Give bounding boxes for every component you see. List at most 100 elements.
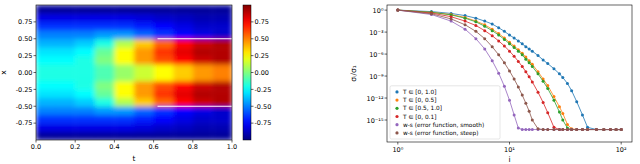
series-point (396, 9, 399, 12)
heatmap-cell (154, 132, 174, 140)
heatmap-cell (75, 13, 95, 22)
heatmap-cell (154, 98, 174, 107)
series-point (474, 20, 477, 23)
colorbar-tick (251, 106, 254, 107)
y-tick-label: -0.50 (16, 103, 33, 111)
heatmap-cell (36, 123, 56, 132)
heatmap-cell (36, 56, 56, 65)
overlay-line (158, 106, 232, 107)
heatmap-cell (114, 115, 134, 124)
heatmap-cell (95, 13, 115, 22)
heatmap-cell (95, 39, 115, 48)
series-point (602, 128, 605, 131)
x-axis-label: t (133, 154, 136, 163)
x-tick-label: 0.0 (31, 143, 41, 151)
heatmap-cell (114, 39, 134, 48)
colorbar-tick (251, 21, 254, 22)
heatmap-cell (56, 39, 76, 48)
heatmap-cell (75, 123, 95, 132)
colorbar-tick (251, 55, 254, 56)
heatmap-cell (212, 98, 232, 107)
heatmap-cell (56, 22, 76, 31)
heatmap-cell (193, 81, 213, 90)
heatmap-cell (36, 22, 56, 31)
heatmap-cell (36, 132, 56, 140)
series-point (508, 42, 511, 45)
heatmap-cell (75, 30, 95, 39)
heatmap-cell (212, 81, 232, 90)
y-tick (385, 120, 388, 121)
heatmap-cell (134, 98, 154, 107)
heatmap-cell (36, 5, 56, 14)
heatmap-cell (56, 30, 76, 39)
series-point (575, 100, 578, 103)
heatmap-cell (56, 64, 76, 73)
legend-label: w-s (error function, steep) (403, 130, 479, 137)
heatmap-cell (56, 123, 76, 132)
y-axis-label: σᵢ/σ₁ (349, 65, 358, 81)
series-point (586, 128, 589, 131)
series-point (620, 128, 623, 131)
series-point (542, 58, 545, 61)
colorbar-tick-label: 0.50 (255, 35, 269, 43)
heatmap-cell (114, 132, 134, 140)
legend-marker (395, 115, 398, 118)
series-point (575, 128, 578, 131)
series-point (615, 128, 618, 131)
series-point (570, 128, 573, 131)
series-point (450, 17, 453, 20)
heatmap-cell (114, 30, 134, 39)
heatmap-cell (75, 73, 95, 82)
series-point (474, 30, 477, 33)
colorbar-tick (251, 72, 254, 73)
plot-frame (387, 5, 632, 142)
series-point (561, 76, 564, 79)
series-point (542, 101, 545, 104)
heatmap-cell (95, 73, 115, 82)
series-point (517, 127, 520, 130)
legend-label: T ∈ [0, 0.1] (402, 114, 436, 120)
legend-marker (395, 90, 398, 93)
heatmap-cell (193, 106, 213, 115)
heatmap-cell (36, 47, 56, 56)
series-point (558, 105, 561, 108)
series-point (558, 128, 561, 131)
colorbar-tick-label: -0.50 (255, 103, 272, 111)
series-point (491, 23, 494, 26)
series-point (491, 34, 494, 37)
heatmap-cell (36, 30, 56, 39)
series-point (474, 20, 477, 23)
series-point (396, 9, 399, 12)
heatmap-cell (212, 13, 232, 22)
heatmap-cell (193, 98, 213, 107)
x-tick-label: 0.2 (70, 143, 80, 151)
series-point (528, 110, 531, 113)
heatmap-cell (154, 73, 174, 82)
series-point (524, 128, 527, 131)
heatmap-cell (212, 39, 232, 48)
series-point (566, 128, 569, 131)
series-point (546, 87, 549, 90)
heatmap-cell (134, 115, 154, 124)
heatmap-cell (134, 106, 154, 115)
y-tick-label: 10⁻⁶ (369, 51, 384, 59)
series-point (537, 128, 540, 131)
series-point (581, 128, 584, 131)
heatmap-cell (75, 98, 95, 107)
heatmap-cell (212, 5, 232, 14)
series-point (524, 70, 527, 73)
heatmap-cell (36, 115, 56, 124)
series-point (524, 58, 527, 61)
heatmap-cell (95, 98, 115, 107)
series-point (552, 128, 555, 131)
series-point (609, 128, 612, 131)
series-point (521, 128, 524, 131)
series-point (566, 128, 569, 131)
series-point (542, 80, 545, 83)
legend-marker (395, 107, 398, 110)
heatmap-cell (173, 64, 193, 73)
heatmap-cell (56, 115, 76, 124)
heatmap-cell (114, 56, 134, 65)
figure: 0.00.20.40.60.81.0-0.75-0.50-0.250.000.2… (0, 0, 640, 164)
series-point (602, 128, 605, 131)
